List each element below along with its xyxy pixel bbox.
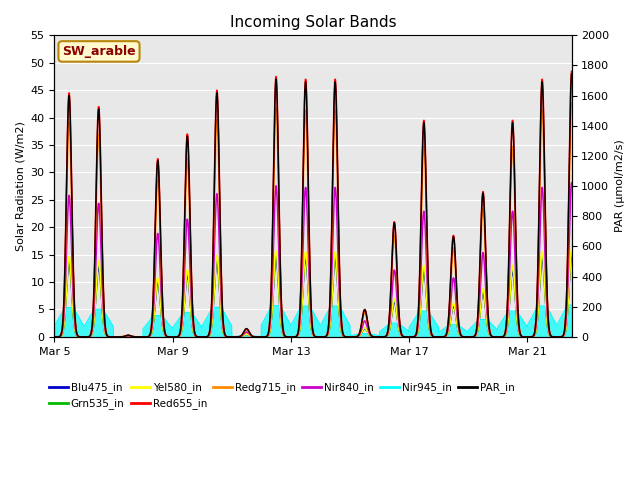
Y-axis label: PAR (μmol/m2/s): PAR (μmol/m2/s) [615,140,625,232]
Text: SW_arable: SW_arable [62,45,136,58]
Title: Incoming Solar Bands: Incoming Solar Bands [230,15,396,30]
Legend: Blu475_in, Grn535_in, Yel580_in, Red655_in, Redg715_in, Nir840_in, Nir945_in, PA: Blu475_in, Grn535_in, Yel580_in, Red655_… [45,378,519,414]
Y-axis label: Solar Radiation (W/m2): Solar Radiation (W/m2) [15,121,25,251]
